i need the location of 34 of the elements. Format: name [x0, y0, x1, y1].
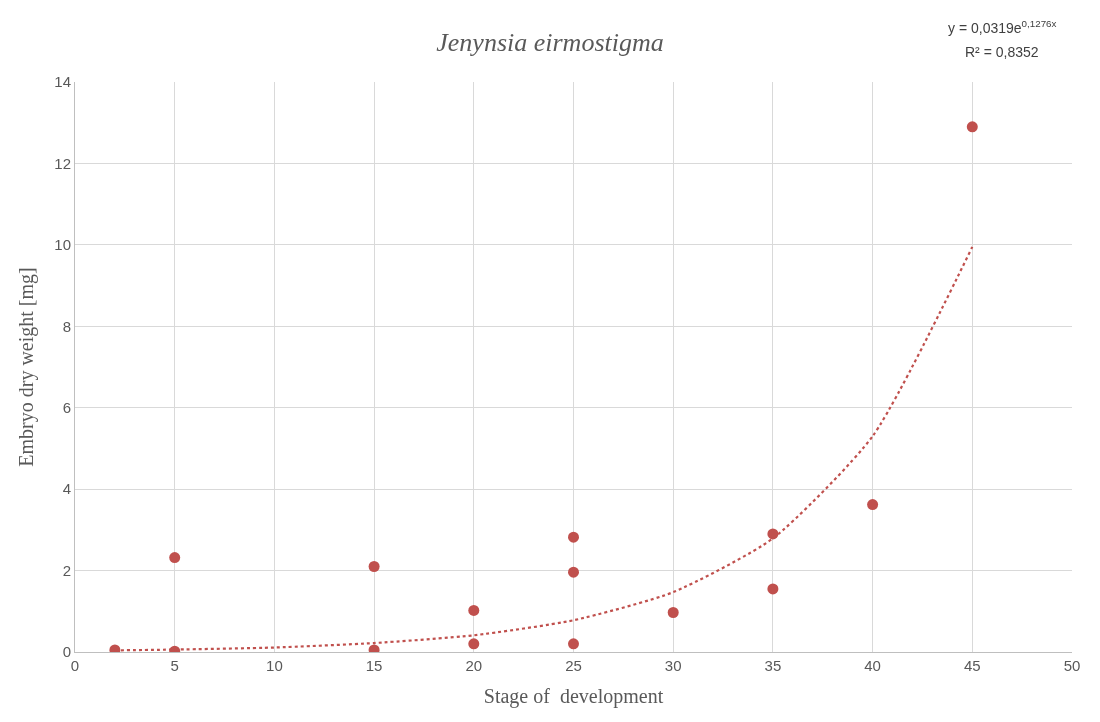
- y-tick-label: 14: [54, 73, 71, 91]
- point: [568, 531, 579, 543]
- y-tick-label: 0: [62, 643, 71, 661]
- y-axis-title: Embryo dry weight [mg]: [14, 267, 38, 467]
- y-tick-label: 10: [54, 236, 71, 254]
- x-tick-label: 40: [864, 657, 881, 674]
- x-tick-label: 50: [1063, 657, 1081, 674]
- point: [568, 566, 579, 578]
- y-tick-label: 12: [54, 154, 71, 172]
- point: [667, 607, 679, 619]
- x-tick-label: 20: [465, 657, 483, 674]
- chart-title: Jenynsia eirmostigma: [436, 27, 664, 57]
- x-tick-label: 5: [170, 657, 179, 674]
- x-tick-label: 25: [565, 657, 582, 674]
- x-tick-label: 10: [266, 657, 283, 674]
- text: y = 0,0319e$^{0,1276x}$: [948, 18, 1057, 36]
- point: [468, 604, 480, 616]
- y-tick-label: 2: [62, 561, 71, 579]
- y-tick-label: 6: [62, 398, 71, 416]
- point: [568, 638, 579, 650]
- y-tick-label: 4: [62, 480, 71, 498]
- x-tick-label: 15: [365, 657, 383, 674]
- x-tick-label: 35: [764, 657, 782, 674]
- point: [867, 499, 879, 511]
- text: R² = 0,8352: [965, 44, 1039, 60]
- point: [169, 552, 181, 564]
- point: [966, 121, 978, 133]
- x-tick-label: 45: [963, 657, 981, 674]
- x-axis-title: Stage of development: [483, 684, 664, 708]
- point: [468, 638, 480, 650]
- x-tick-label: 30: [664, 657, 682, 674]
- point: [368, 561, 380, 572]
- point: [767, 583, 779, 595]
- y-tick-label: 8: [62, 317, 71, 335]
